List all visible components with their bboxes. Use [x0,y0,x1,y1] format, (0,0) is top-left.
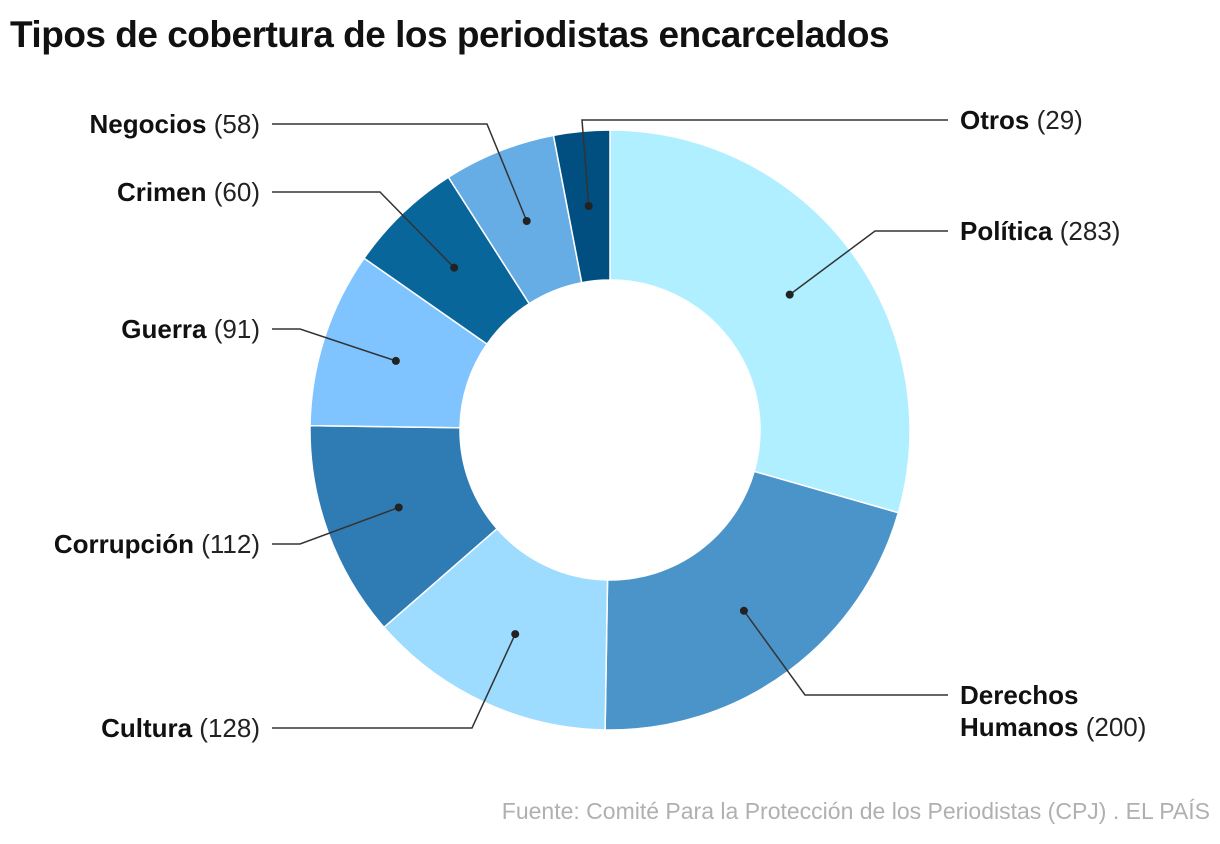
leader-dot [785,290,794,299]
label-count: (58) [213,109,260,139]
label-name-line-1: Derechos [960,680,1079,710]
label-corrupcion: Corrupción (112) [54,528,260,560]
chart-title: Tipos de cobertura de los periodistas en… [10,14,890,55]
leader-line [789,230,948,296]
leader-dot [394,503,403,512]
source-note: Fuente: Comité Para la Protección de los… [501,798,1210,824]
label-negocios: Negocios (58) [89,108,260,140]
label-name-line-2: Humanos [960,712,1079,742]
label-name: Crimen [116,177,207,207]
label-name: Cultura [101,713,193,743]
label-count: (112) [201,529,260,559]
leader-line [581,119,948,207]
leader-line [272,123,528,222]
label-count: (60) [213,177,260,207]
leader-dot [511,630,520,639]
slice-política [609,129,911,514]
label-count: (283) [1059,216,1121,246]
label-count: (128) [199,713,260,743]
label-politica: Política (283) [960,215,1120,247]
leader-dot [739,606,748,615]
leader-dot [391,356,400,365]
label-count: (29) [1036,105,1083,135]
label-guerra: Guerra (91) [121,313,260,345]
slice-otros [552,129,611,284]
slice-corrupción [309,424,499,629]
leader-line [272,633,516,729]
leader-dot [584,202,593,211]
leader-dot [522,216,531,225]
slice-derechos-humanos [604,470,900,731]
label-crimen: Crimen (60) [117,176,260,208]
label-name: Política [960,216,1053,246]
label-name: Otros [960,105,1030,135]
leader-dot [450,263,459,272]
leader-line [743,610,948,696]
label-name: Guerra [121,314,207,344]
label-otros: Otros (29) [960,104,1083,136]
label-cultura: Cultura (128) [101,712,260,744]
label-count: (200) [1085,712,1147,742]
leader-line [272,191,455,269]
leader-line [272,506,400,545]
label-derechos-humanos: Derechos Humanos (200) [960,679,1146,743]
label-name: Corrupción [53,529,194,559]
label-name: Negocios [89,109,207,139]
label-count: (91) [213,314,260,344]
leader-line [272,328,397,362]
